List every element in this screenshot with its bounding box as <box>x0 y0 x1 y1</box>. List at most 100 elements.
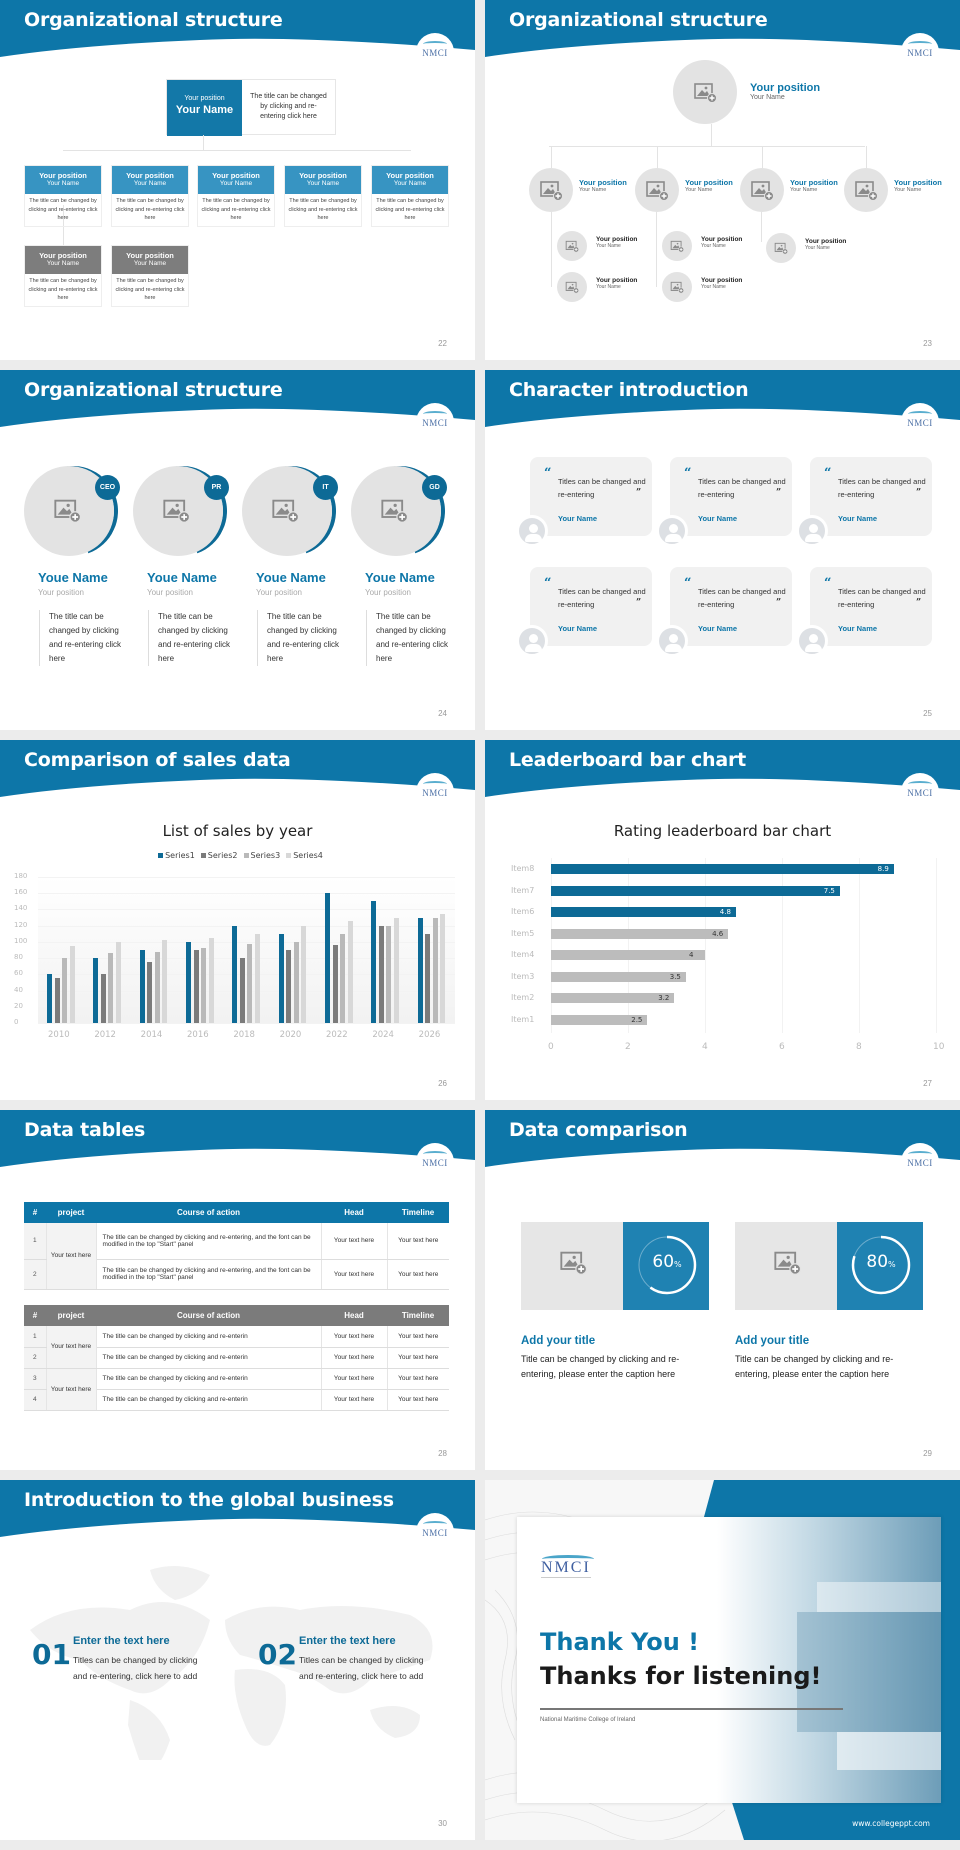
slide-29-data-comparison[interactable]: Data comparison NMCI 60% Add your title Ti… <box>485 1110 960 1470</box>
quote-card[interactable]: “ Titles can be changed and re-entering” Y… <box>810 457 932 536</box>
org-node[interactable]: Your position Your Name The title can be c… <box>284 165 362 227</box>
photo-placeholder[interactable] <box>662 231 692 261</box>
column-header[interactable]: # <box>32 1208 38 1217</box>
image-placeholder-icon <box>380 496 408 524</box>
person-desc: The title can be changed by clicking and… <box>148 610 233 666</box>
table-row[interactable]: 4 The title can be changed by clicking a… <box>24 1389 449 1411</box>
table-row[interactable]: 2 The title can be changed by clicking a… <box>24 1259 449 1290</box>
y-category: Item4 <box>511 950 535 959</box>
quote-card[interactable]: “ Titles can be changed and re-entering” Y… <box>810 567 932 646</box>
person-card[interactable]: IT Youe Name Your position The title can be… <box>218 370 351 730</box>
table-row[interactable]: 1 Your text here The title can be change… <box>24 1223 449 1290</box>
quote-card[interactable]: “ Titles can be changed and re-entering” Y… <box>530 457 652 536</box>
bar-value-label: 3.5 <box>669 972 681 981</box>
percentage-tile: 60% <box>623 1222 709 1310</box>
bar <box>254 933 260 1023</box>
column-header[interactable]: project <box>57 1311 85 1320</box>
role-badge: GD <box>422 475 447 500</box>
bar <box>301 925 307 1023</box>
column-header[interactable]: Course of action <box>176 1311 241 1320</box>
slide-31-thank-you[interactable]: NMCI Thank You ! Thanks for listening! N… <box>485 1480 960 1840</box>
top-photo-placeholder[interactable] <box>673 60 737 124</box>
photo-placeholder[interactable] <box>557 231 587 261</box>
slide-23-org-structure[interactable]: Organizational structure NMCI Your posit… <box>485 0 960 360</box>
photo-placeholder[interactable] <box>557 272 587 302</box>
table-row[interactable]: 1 Your text here The title can be change… <box>24 1326 449 1369</box>
slide-30-global-business[interactable]: Introduction to the global business NMCI… <box>0 1480 475 1840</box>
percentage-tile: 80% <box>837 1222 923 1310</box>
x-tick: 2018 <box>233 1030 255 1040</box>
slide-22-org-structure[interactable]: Organizational structure NMCI Your posit… <box>0 0 475 360</box>
column-header[interactable]: Timeline <box>401 1208 435 1217</box>
quote-card[interactable]: “ Titles can be changed and re-entering” Y… <box>670 457 792 536</box>
column-header[interactable]: # <box>32 1311 38 1320</box>
bar <box>115 941 121 1023</box>
node-position: Your position <box>212 171 260 180</box>
slide-24-org-structure[interactable]: Organizational structure NMCI CEO Youe Na… <box>0 370 475 730</box>
item-desc: Title can be changed by clicking and re-… <box>521 1354 680 1379</box>
column-header[interactable]: Head <box>344 1208 364 1217</box>
column-header[interactable]: Course of action <box>176 1208 241 1217</box>
table-row[interactable]: 3 Your text here The title can be change… <box>24 1368 449 1411</box>
slide-28-data-tables[interactable]: Data tables NMCI # project Course of actio… <box>0 1110 475 1470</box>
slide-title: Leaderboard bar chart <box>509 749 747 771</box>
column-header[interactable]: Timeline <box>401 1311 435 1320</box>
avatar-icon <box>656 515 688 547</box>
header-wave-band <box>0 1480 475 1537</box>
column-header[interactable]: project <box>57 1208 85 1217</box>
slide-header: Organizational structure <box>0 0 475 60</box>
org-node[interactable]: Your position Your Name The title can be c… <box>197 165 275 227</box>
table-row[interactable]: 2 The title can be changed by clicking a… <box>24 1347 449 1369</box>
org-node[interactable]: Your position Your Name The title can be c… <box>111 165 189 227</box>
photo-placeholder[interactable] <box>529 168 573 212</box>
org-node[interactable]: Your position Your Name The title can be c… <box>24 245 102 307</box>
person-name: Youe Name <box>256 570 326 585</box>
nmci-logo: NMCI <box>901 403 939 441</box>
data-table-1: # project Course of action Head Timeline 1 Y… <box>24 1202 449 1290</box>
column-header[interactable]: Head <box>344 1311 364 1320</box>
node-desc: The title can be changed by clicking and… <box>115 278 185 301</box>
x-tick: 2026 <box>418 1030 441 1040</box>
slide-title: Data comparison <box>509 1119 688 1141</box>
quote-card[interactable]: “ Titles can be changed and re-entering” Y… <box>530 567 652 646</box>
legend-swatch <box>200 853 206 858</box>
slide-26-sales-comparison[interactable]: Comparison of sales data NMCI List of sa… <box>0 740 475 1100</box>
quote-text: Titles can be changed and re-entering <box>558 587 646 609</box>
bar <box>147 962 153 1023</box>
person-card[interactable]: PR Youe Name Your position The title can be… <box>109 370 242 730</box>
level3-label: Your position Your Name <box>701 236 743 249</box>
quote-text: Titles can be changed and re-entering <box>558 477 646 499</box>
photo-placeholder[interactable] <box>635 168 679 212</box>
node-position: Your position <box>39 251 87 260</box>
y-tick: 20 <box>14 1001 23 1010</box>
person-card[interactable]: GD Youe Name Your position The title can be… <box>327 370 460 730</box>
bar <box>386 925 392 1023</box>
photo-placeholder[interactable] <box>740 168 784 212</box>
bar <box>108 953 114 1023</box>
org-node[interactable]: Your position Your Name The title can be c… <box>111 245 189 307</box>
photo-placeholder[interactable] <box>844 168 888 212</box>
bar-value-label: 2.5 <box>631 1015 643 1024</box>
level3-label: Your position Your Name <box>805 238 847 251</box>
page-number: 29 <box>923 1449 932 1458</box>
slide-27-leaderboard[interactable]: Leaderboard bar chart NMCI Rating leader… <box>485 740 960 1100</box>
quote-author: Your Name <box>698 514 738 523</box>
website-link[interactable]: www.collegeppt.com <box>852 1819 930 1828</box>
level2-label: Your position Your Name <box>685 178 733 193</box>
node-position: Your position <box>386 171 434 180</box>
x-tick: 2024 <box>372 1030 394 1040</box>
slide-25-character-introduction[interactable]: Character introduction NMCI “ Titles can … <box>485 370 960 730</box>
top-name: Your Name <box>175 104 234 116</box>
logo-text: NMCI <box>907 1158 933 1168</box>
org-node[interactable]: Your position Your Name The title can be c… <box>24 165 102 227</box>
photo-placeholder[interactable] <box>662 272 692 302</box>
quote-card[interactable]: “ Titles can be changed and re-entering” Y… <box>670 567 792 646</box>
photo-placeholder[interactable] <box>766 233 796 263</box>
person-card[interactable]: CEO Youe Name Your position The title can b… <box>0 370 133 730</box>
org-node[interactable]: Your position Your Name The title can be c… <box>371 165 449 227</box>
bar <box>378 925 384 1023</box>
bar <box>393 917 399 1023</box>
open-quote-icon: “ <box>824 466 832 481</box>
quote-text: Titles can be changed and re-entering <box>698 477 786 499</box>
top-position-box[interactable]: Your position Your Name The title can be … <box>166 79 336 136</box>
